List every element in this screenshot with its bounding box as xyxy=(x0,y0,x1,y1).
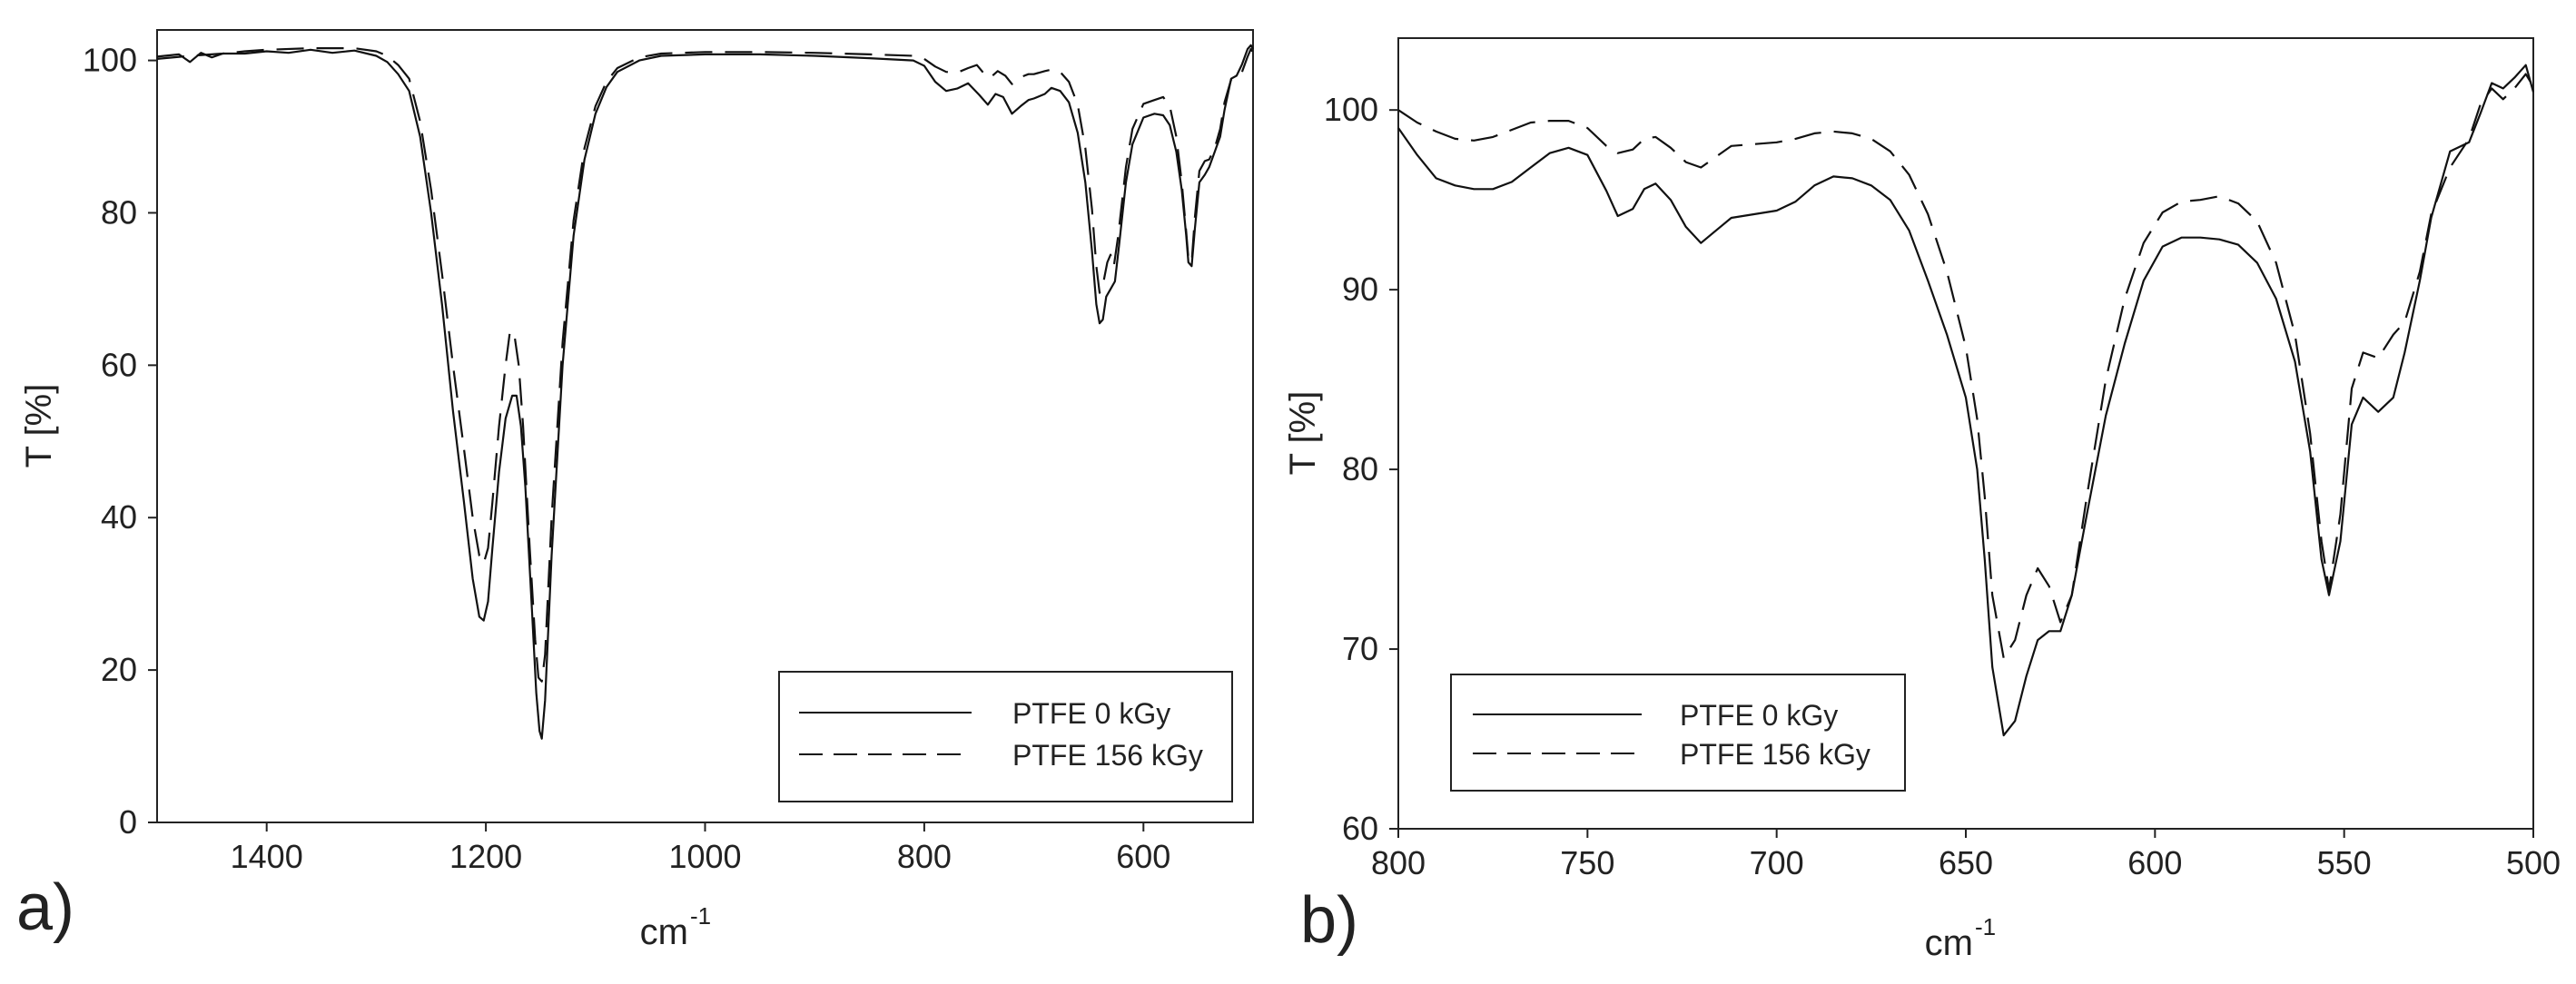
panel-b-xtick-label-5: 550 xyxy=(2317,844,2372,881)
panel-a-axes: 1400 1200 1000 800 600 0 20 40 60 80 100 xyxy=(83,42,1170,875)
panel-a-xtick-label-1: 1200 xyxy=(449,838,522,875)
panel-a-xtick-label-4: 600 xyxy=(1116,838,1170,875)
panel-a-ylabel: T [%] xyxy=(19,384,59,468)
panel-a-ytick-label-2: 40 xyxy=(101,498,137,536)
panel-a-series xyxy=(156,44,1254,740)
panel-b-series xyxy=(1397,64,2535,737)
panel-b-xtick-label-4: 600 xyxy=(2127,844,2182,881)
panel-b-ytick-label-3: 90 xyxy=(1342,271,1378,308)
panel-a-xtick-label-3: 800 xyxy=(897,838,952,875)
panel-a-ytick-label-4: 80 xyxy=(101,193,137,231)
panel-b-xtick-label-1: 750 xyxy=(1560,844,1614,881)
panel-b-legend-label-0: PTFE 0 kGy xyxy=(1680,699,1838,732)
panel-b-legend-box xyxy=(1450,674,1906,792)
panel-a-xtick-label-2: 1000 xyxy=(668,838,741,875)
panel-a-legend-box xyxy=(778,671,1233,802)
panel-b-ytick-label-4: 100 xyxy=(1324,91,1378,128)
panel-b: 800 750 700 650 600 550 500 60 70 80 90 100 T [%] c… xyxy=(1283,37,2561,963)
panel-b-xtick-label-3: 650 xyxy=(1939,844,1993,881)
panel-b-xlabel-sup: -1 xyxy=(1975,913,1996,940)
panel-a-series-line-1 xyxy=(156,47,1254,683)
panel-b-xtick-label-2: 700 xyxy=(1750,844,1804,881)
panel-a-ytick-label-1: 20 xyxy=(101,651,137,688)
panel-b-xlabel: cm xyxy=(1925,923,1973,963)
panel-b-legend: PTFE 0 kGy PTFE 156 kGy xyxy=(1450,674,1906,792)
panel-a-ytick-label-0: 0 xyxy=(119,803,137,841)
panel-a-ytick-label-5: 100 xyxy=(83,42,137,79)
panel-a-xtick-label-0: 1400 xyxy=(231,838,303,875)
panel-b-series-line-1 xyxy=(1397,73,2534,659)
panel-a-legend: PTFE 0 kGy PTFE 156 kGy xyxy=(778,671,1233,802)
panel-a-legend-label-0: PTFE 0 kGy xyxy=(1012,697,1170,730)
panel-b-xtick-label-6: 500 xyxy=(2506,844,2561,881)
panel-a-ytick-label-3: 60 xyxy=(101,346,137,383)
panel-a-xlabel-sup: -1 xyxy=(690,902,711,930)
panel-b-ytick-label-0: 60 xyxy=(1342,810,1378,847)
panel-b-axes: 800 750 700 650 600 550 500 60 70 80 90 100 xyxy=(1324,91,2561,881)
panel-b-label: b) xyxy=(1300,884,1358,957)
panel-a-legend-label-1: PTFE 156 kGy xyxy=(1012,739,1203,772)
panel-b-ytick-label-2: 80 xyxy=(1342,450,1378,487)
panel-b-ytick-label-1: 70 xyxy=(1342,630,1378,667)
panel-a-series-line-0 xyxy=(156,44,1254,740)
panel-a-xlabel: cm xyxy=(640,912,688,952)
panel-b-xtick-label-0: 800 xyxy=(1371,844,1426,881)
panel-b-series-line-0 xyxy=(1397,64,2535,737)
panel-a-label: a) xyxy=(16,871,74,944)
panel-b-legend-label-1: PTFE 156 kGy xyxy=(1680,738,1870,771)
panel-b-ylabel: T [%] xyxy=(1283,391,1323,476)
